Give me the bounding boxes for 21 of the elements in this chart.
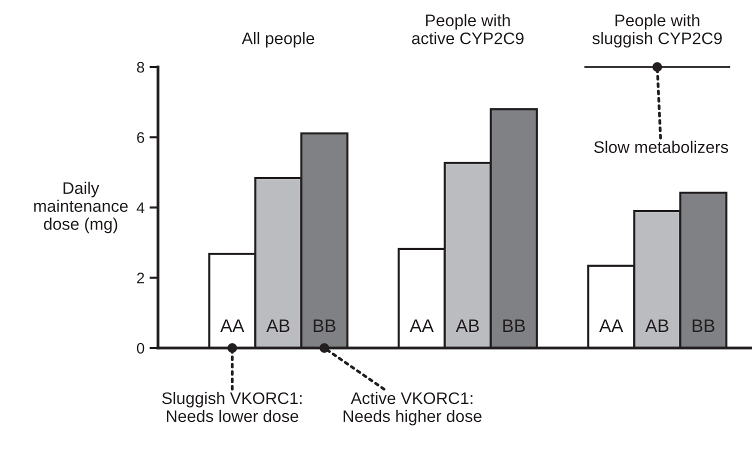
text: Active VKORC1: Needs higher dose bbox=[344, 392, 482, 426]
series-label: AA bbox=[220, 320, 244, 332]
y-tick-label: 0 bbox=[136, 342, 144, 354]
text: BB bbox=[503, 320, 525, 332]
x-tick-label: All people bbox=[242, 32, 314, 48]
text: AB bbox=[456, 320, 479, 332]
text: AA bbox=[599, 320, 624, 332]
series-label: BB bbox=[692, 320, 714, 332]
x-tick-label: People with sluggish CYP2C9 bbox=[592, 14, 722, 48]
text: AA bbox=[410, 320, 434, 332]
y-tick-label: 6 bbox=[137, 132, 144, 143]
y-axis-title: Daily maintenance dose (mg) bbox=[34, 182, 128, 234]
x-tick-label: People with active CYP2C9 bbox=[412, 14, 524, 44]
y-tick-label: 4 bbox=[136, 202, 144, 214]
y-tick-label: 2 bbox=[137, 272, 144, 284]
series-label: AB bbox=[645, 320, 668, 332]
text: Sluggish VKORC1: Needs lower dose bbox=[162, 392, 302, 422]
text: BB bbox=[314, 320, 336, 332]
annotation: Slow metabolizers bbox=[594, 140, 728, 154]
y-tick-label: 8 bbox=[136, 62, 144, 73]
text: AB bbox=[266, 320, 290, 332]
